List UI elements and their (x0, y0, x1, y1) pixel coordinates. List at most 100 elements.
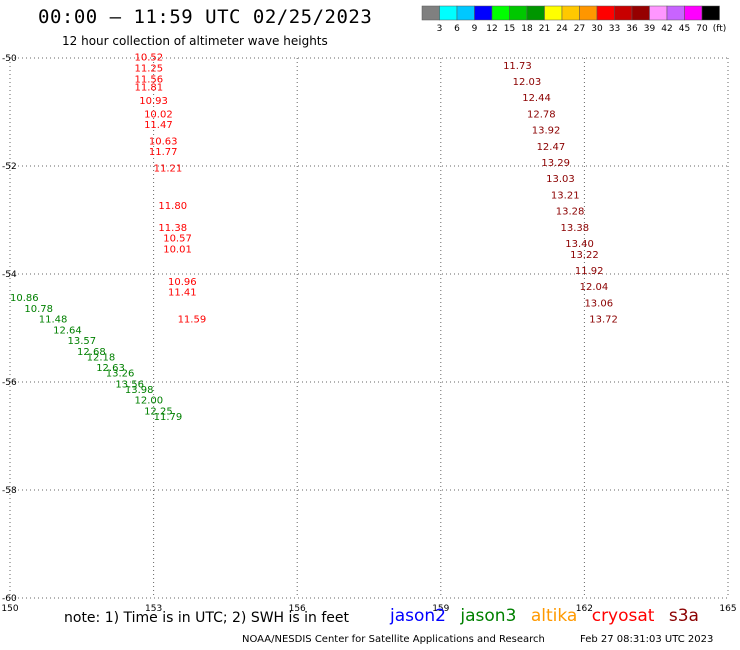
colorbar-swatch (649, 5, 668, 21)
y-tick-label: -50 (2, 54, 17, 64)
data-point: 11.77 (149, 147, 178, 158)
colorbar-swatch (491, 5, 510, 21)
chart-title: 00:00 — 11:59 UTC 02/25/2023 (38, 6, 373, 28)
colorbar-label: 30 (591, 24, 603, 34)
colorbar-swatch (561, 5, 580, 21)
data-point: 13.98 (125, 385, 154, 396)
data-point: 12.25 (144, 406, 173, 417)
satellite-altika: altika (530, 606, 578, 626)
data-point: 13.56 (115, 379, 144, 390)
credit-date: Feb 27 08:31:03 UTC 2023 (580, 634, 714, 645)
data-point: 11.21 (154, 163, 183, 174)
x-tick-label: 159 (432, 604, 449, 614)
data-point: 11.56 (134, 74, 163, 85)
colorbar-label: 15 (504, 24, 515, 34)
data-point: 13.26 (106, 369, 135, 380)
data-point: 10.63 (149, 136, 178, 147)
colorbar-swatch (579, 5, 598, 21)
data-point: 10.57 (163, 234, 192, 245)
colorbar-swatch (474, 5, 493, 21)
colorbar-label: 39 (644, 24, 656, 34)
data-point: 12.00 (134, 396, 163, 407)
colorbar-swatch (631, 5, 650, 21)
data-point: 12.64 (53, 325, 82, 336)
data-point: 11.25 (134, 64, 163, 75)
satellite-jason2: jason2 (390, 606, 446, 626)
axis-ticks: 150 153 156 159 162 165 -50 -52 -54 -56 -58 -60 (1, 54, 736, 614)
data-point: 10.96 (168, 277, 197, 288)
data-point: 10.93 (139, 96, 168, 107)
colorbar-label: (ft) (713, 24, 727, 34)
data-point: 10.78 (24, 304, 53, 315)
satellite-legend: jason2 jason3 altika cryosat s3a (390, 606, 708, 626)
data-point: 10.52 (134, 53, 163, 64)
data-point: 10.02 (144, 109, 173, 120)
satellite-jason3: jason3 (460, 606, 517, 626)
colorbar-swatch (684, 5, 703, 21)
chart-subtitle: 12 hour collection of altimeter wave hei… (62, 34, 328, 48)
data-point: 12.47 (537, 142, 566, 153)
data-point: 11.48 (39, 315, 68, 326)
data-point: 12.18 (87, 352, 116, 363)
colorbar-label: 24 (556, 24, 568, 34)
data-point: 13.38 (561, 223, 590, 234)
colorbar-label: 6 (454, 24, 460, 34)
data-point: 12.63 (96, 363, 125, 374)
colorbar-label: 12 (486, 24, 497, 34)
data-point: 11.92 (575, 266, 604, 277)
colorbar-swatch (614, 5, 633, 21)
colorbar-swatch (526, 5, 545, 21)
data-point: 13.72 (589, 315, 618, 326)
colorbar-swatch (439, 5, 458, 21)
map-grid (9, 57, 729, 599)
data-point: 11.38 (158, 223, 187, 234)
x-tick-label: 153 (145, 604, 162, 614)
colorbar-swatch (421, 5, 440, 21)
colorbar-label: 27 (574, 24, 585, 34)
data-point: 11.79 (154, 412, 183, 423)
x-tick-label: 165 (719, 604, 736, 614)
colorbar-label: 21 (539, 24, 550, 34)
colorbar-label: 36 (626, 24, 638, 34)
y-tick-label: -54 (2, 270, 17, 280)
colorbar-label: 3 (437, 24, 443, 34)
x-tick-label: 156 (289, 604, 306, 614)
data-point: 11.41 (168, 288, 197, 299)
data-point: 10.86 (10, 293, 39, 304)
y-tick-label: -58 (2, 486, 17, 496)
colorbar-swatch (596, 5, 615, 21)
colorbar-swatch (701, 5, 720, 21)
data-point: 13.29 (541, 158, 570, 169)
y-tick-label: -60 (2, 594, 17, 604)
data-point: 11.47 (144, 120, 173, 131)
colorbar-swatch (456, 5, 475, 21)
colorbar-label: 18 (521, 24, 533, 34)
colorbar-label: 42 (661, 24, 672, 34)
colorbar-label: 9 (472, 24, 478, 34)
colorbar-swatch (666, 5, 685, 21)
data-point: 10.01 (163, 244, 192, 255)
satellite-s3a: s3a (668, 606, 699, 626)
data-point: 12.68 (77, 347, 106, 358)
data-point: 12.03 (513, 77, 542, 88)
x-tick-label: 162 (576, 604, 593, 614)
colorbar-legend: 3 6 9 12 15 18 21 24 27 30 33 36 39 42 45 70 (ft) (421, 5, 727, 34)
footer-note: note: 1) Time is in UTC; 2) SWH is in fe… (64, 610, 350, 626)
data-point: 13.21 (551, 190, 580, 201)
data-point: 13.28 (556, 207, 585, 218)
satellite-cryosat: cryosat (591, 606, 655, 626)
colorbar-label: 45 (679, 24, 690, 34)
data-point: 13.92 (532, 126, 561, 137)
data-point: 13.06 (584, 298, 613, 309)
data-point: 12.78 (527, 109, 556, 120)
data-point: 11.80 (158, 201, 187, 212)
data-point: 13.22 (570, 250, 599, 261)
data-point: 12.44 (522, 93, 551, 104)
data-point: 13.40 (565, 239, 594, 250)
data-point: 12.04 (580, 282, 609, 293)
data-point: 13.57 (67, 336, 96, 347)
colorbar-label: 33 (609, 24, 620, 34)
data-point: 13.03 (546, 174, 575, 185)
